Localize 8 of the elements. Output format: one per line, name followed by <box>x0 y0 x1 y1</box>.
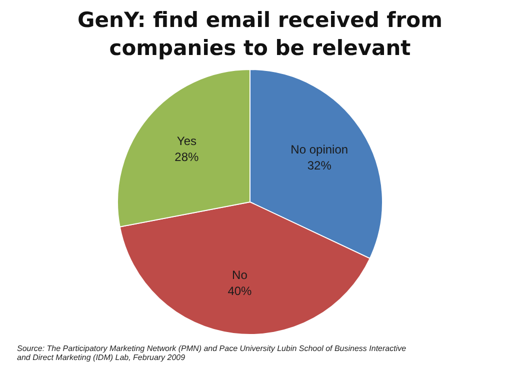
chart-title: GenY: find email received from companies to be relevant <box>76 7 444 62</box>
source-note: Source: The Participatory Marketing Network (PMN) and Pace University Lubin School of Business Interactive and Direct Marketing (IDM) Lab, February 2009 <box>17 344 408 362</box>
slice-label: No <box>232 268 248 282</box>
data-label: 32% <box>307 158 332 172</box>
slice-label: Yes <box>176 134 196 148</box>
data-label: 28% <box>174 150 200 164</box>
data-label: 40% <box>228 284 252 298</box>
slice-label: No opinion <box>290 142 348 156</box>
